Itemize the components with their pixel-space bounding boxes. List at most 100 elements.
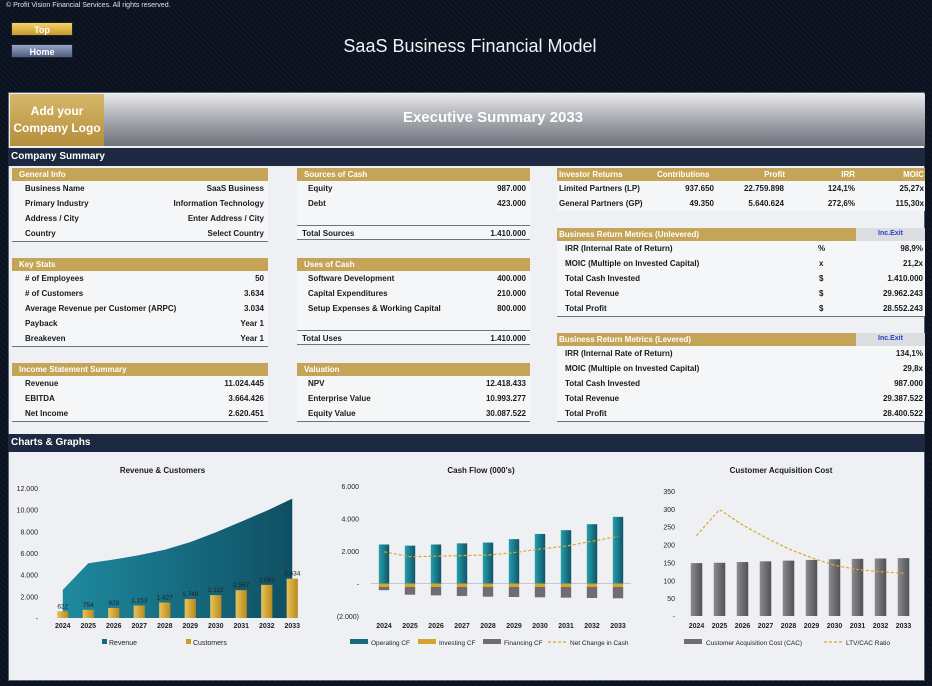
legend-swatch-cac	[684, 639, 702, 644]
key-stats-title: Key Stats	[12, 258, 268, 271]
y-tick-label: 4.000	[20, 573, 38, 580]
sources-title: Sources of Cash	[297, 168, 530, 181]
total-sources-row: Total Sources 1.410.000	[297, 225, 530, 240]
stat-row: # of Employees 50	[25, 274, 264, 283]
metric-row: IRR (Internal Rate of Return) 134,1%	[565, 349, 923, 358]
legend-ltv: LTV/CAC Ratio	[846, 640, 890, 647]
x-tick-label: 2029	[804, 623, 820, 630]
bar-financing-cf	[378, 586, 390, 591]
x-tick-label: 2026	[428, 623, 444, 630]
stat-row: Payback Year 1	[25, 319, 264, 328]
y-tick-label: 8.000	[20, 529, 38, 536]
inc-exit-link[interactable]: Inc.Exit	[856, 333, 925, 346]
metric-row: MOIC (Multiple on Invested Capital) 29,8x	[565, 364, 923, 373]
company-summary-header: Company Summary	[8, 148, 925, 166]
bar-investing-cf	[612, 583, 624, 587]
key-stats-box: Key Stats # of Employees 50 # of Customer…	[12, 258, 268, 347]
bar-financing-cf	[456, 586, 468, 597]
y-tick-label: 2.000	[341, 549, 359, 556]
x-tick-label: 2027	[131, 623, 147, 630]
bar-customers	[108, 607, 120, 618]
x-tick-label: 2031	[233, 623, 249, 630]
bar-customers	[57, 611, 69, 618]
x-tick-label: 2031	[558, 623, 574, 630]
x-tick-label: 2033	[896, 623, 912, 630]
total-uses-row: Total Uses 1.410.000	[297, 330, 530, 345]
x-tick-label: 2024	[376, 623, 392, 630]
x-tick-label: 2032	[259, 623, 275, 630]
company-logo-placeholder[interactable]: Add your Company Logo	[10, 94, 104, 146]
legend-swatch	[350, 639, 368, 644]
chart-title-cac: Customer Acquisition Cost	[729, 466, 833, 475]
home-button[interactable]: Home	[11, 44, 73, 58]
y-tick-label: -	[357, 582, 360, 589]
x-tick-label: 2029	[182, 623, 198, 630]
y-tick-label: 200	[663, 543, 675, 550]
data-label: 3.634	[284, 571, 301, 578]
x-tick-label: 2026	[735, 623, 751, 630]
x-tick-label: 2028	[157, 623, 173, 630]
top-button[interactable]: Top	[11, 22, 73, 36]
bar-operating-cf	[430, 544, 442, 584]
bar-operating-cf	[378, 544, 390, 584]
logo-line-2: Company Logo	[13, 121, 101, 135]
sources-of-cash-box: Sources of Cash Equity 987.000 Debt 423.00…	[297, 168, 530, 240]
data-label: 1.427	[157, 595, 174, 602]
metric-row: MOIC (Multiple on Invested Capital) x 21,2…	[565, 259, 923, 268]
data-label: 2.112	[208, 587, 224, 594]
bar-financing-cf	[430, 586, 442, 596]
legend-revenue: Revenue	[109, 640, 137, 647]
use-row: Capital Expenditures 210.000	[308, 289, 526, 298]
data-label: 1.153	[131, 598, 148, 605]
data-label: 929	[108, 600, 119, 607]
bar-cac	[828, 559, 841, 616]
legend-swatch	[418, 639, 436, 644]
valuation-row: Enterprise Value 10.993.277	[308, 394, 526, 403]
brm-unlevered-header: Business Return Metrics (Unlevered) Inc.…	[557, 228, 925, 241]
stat-row: # of Customers 3.634	[25, 289, 264, 298]
revenue-customers-chart: - 2.000 4.000 6.000 8.000 10.000 12.000 622 754 9…	[17, 486, 301, 647]
x-tick-label: 2030	[532, 623, 548, 630]
data-label: 2.567	[233, 582, 250, 589]
bar-financing-cf	[534, 586, 546, 598]
income-summary-title: Income Statement Summary	[12, 363, 268, 376]
info-row: Address / City Enter Address / City	[25, 214, 264, 223]
legend-swatch-revenue	[102, 639, 107, 644]
y-tick-label: 350	[663, 489, 675, 496]
bar-financing-cf	[560, 586, 572, 598]
metric-row: Total Profit $28.552.243	[565, 304, 923, 313]
uses-title: Uses of Cash	[297, 258, 530, 271]
x-tick-label: 2024	[689, 623, 705, 630]
bar-cac	[713, 562, 726, 616]
bar-operating-cf	[534, 533, 546, 584]
valuation-box: Valuation NPV 12.418.433 Enterprise Value…	[297, 363, 530, 422]
bar-cac	[782, 560, 795, 616]
y-tick-label: 4.000	[341, 517, 359, 524]
logo-line-1: Add your	[30, 104, 84, 118]
bar-investing-cf	[378, 583, 390, 587]
x-tick-label: 2033	[610, 623, 626, 630]
uses-of-cash-box: Uses of Cash Software Development 400.000…	[297, 258, 530, 345]
valuation-title: Valuation	[297, 363, 530, 376]
charts-graphs-header: Charts & Graphs	[8, 434, 925, 452]
y-tick-label: (2.000)	[337, 614, 359, 621]
x-tick-label: 2025	[80, 623, 96, 630]
page-title: SaaS Business Financial Model	[343, 36, 597, 56]
y-tick-label: 12.000	[17, 486, 39, 493]
legend-net: Net Change in Cash	[570, 640, 629, 647]
y-tick-label: -	[673, 614, 676, 621]
series-net-change-line	[383, 535, 619, 558]
x-tick-label: 2025	[402, 623, 418, 630]
inc-exit-link[interactable]: Inc.Exit	[856, 228, 925, 241]
x-tick-label: 2032	[873, 623, 889, 630]
info-row: Country Select Country	[25, 229, 264, 238]
metric-row: Total Revenue $29.962.243	[565, 289, 923, 298]
general-info-box: General Info Business Name SaaS Business …	[12, 168, 268, 242]
bar-customers	[184, 599, 196, 618]
source-row: Debt 423.000	[308, 199, 526, 208]
bar-investing-cf	[560, 583, 572, 587]
bar-operating-cf	[456, 543, 468, 584]
chart-title-cashflow: Cash Flow (000's)	[447, 466, 515, 475]
legend-customers: Customers	[193, 640, 227, 647]
x-tick-label: 2026	[106, 623, 122, 630]
